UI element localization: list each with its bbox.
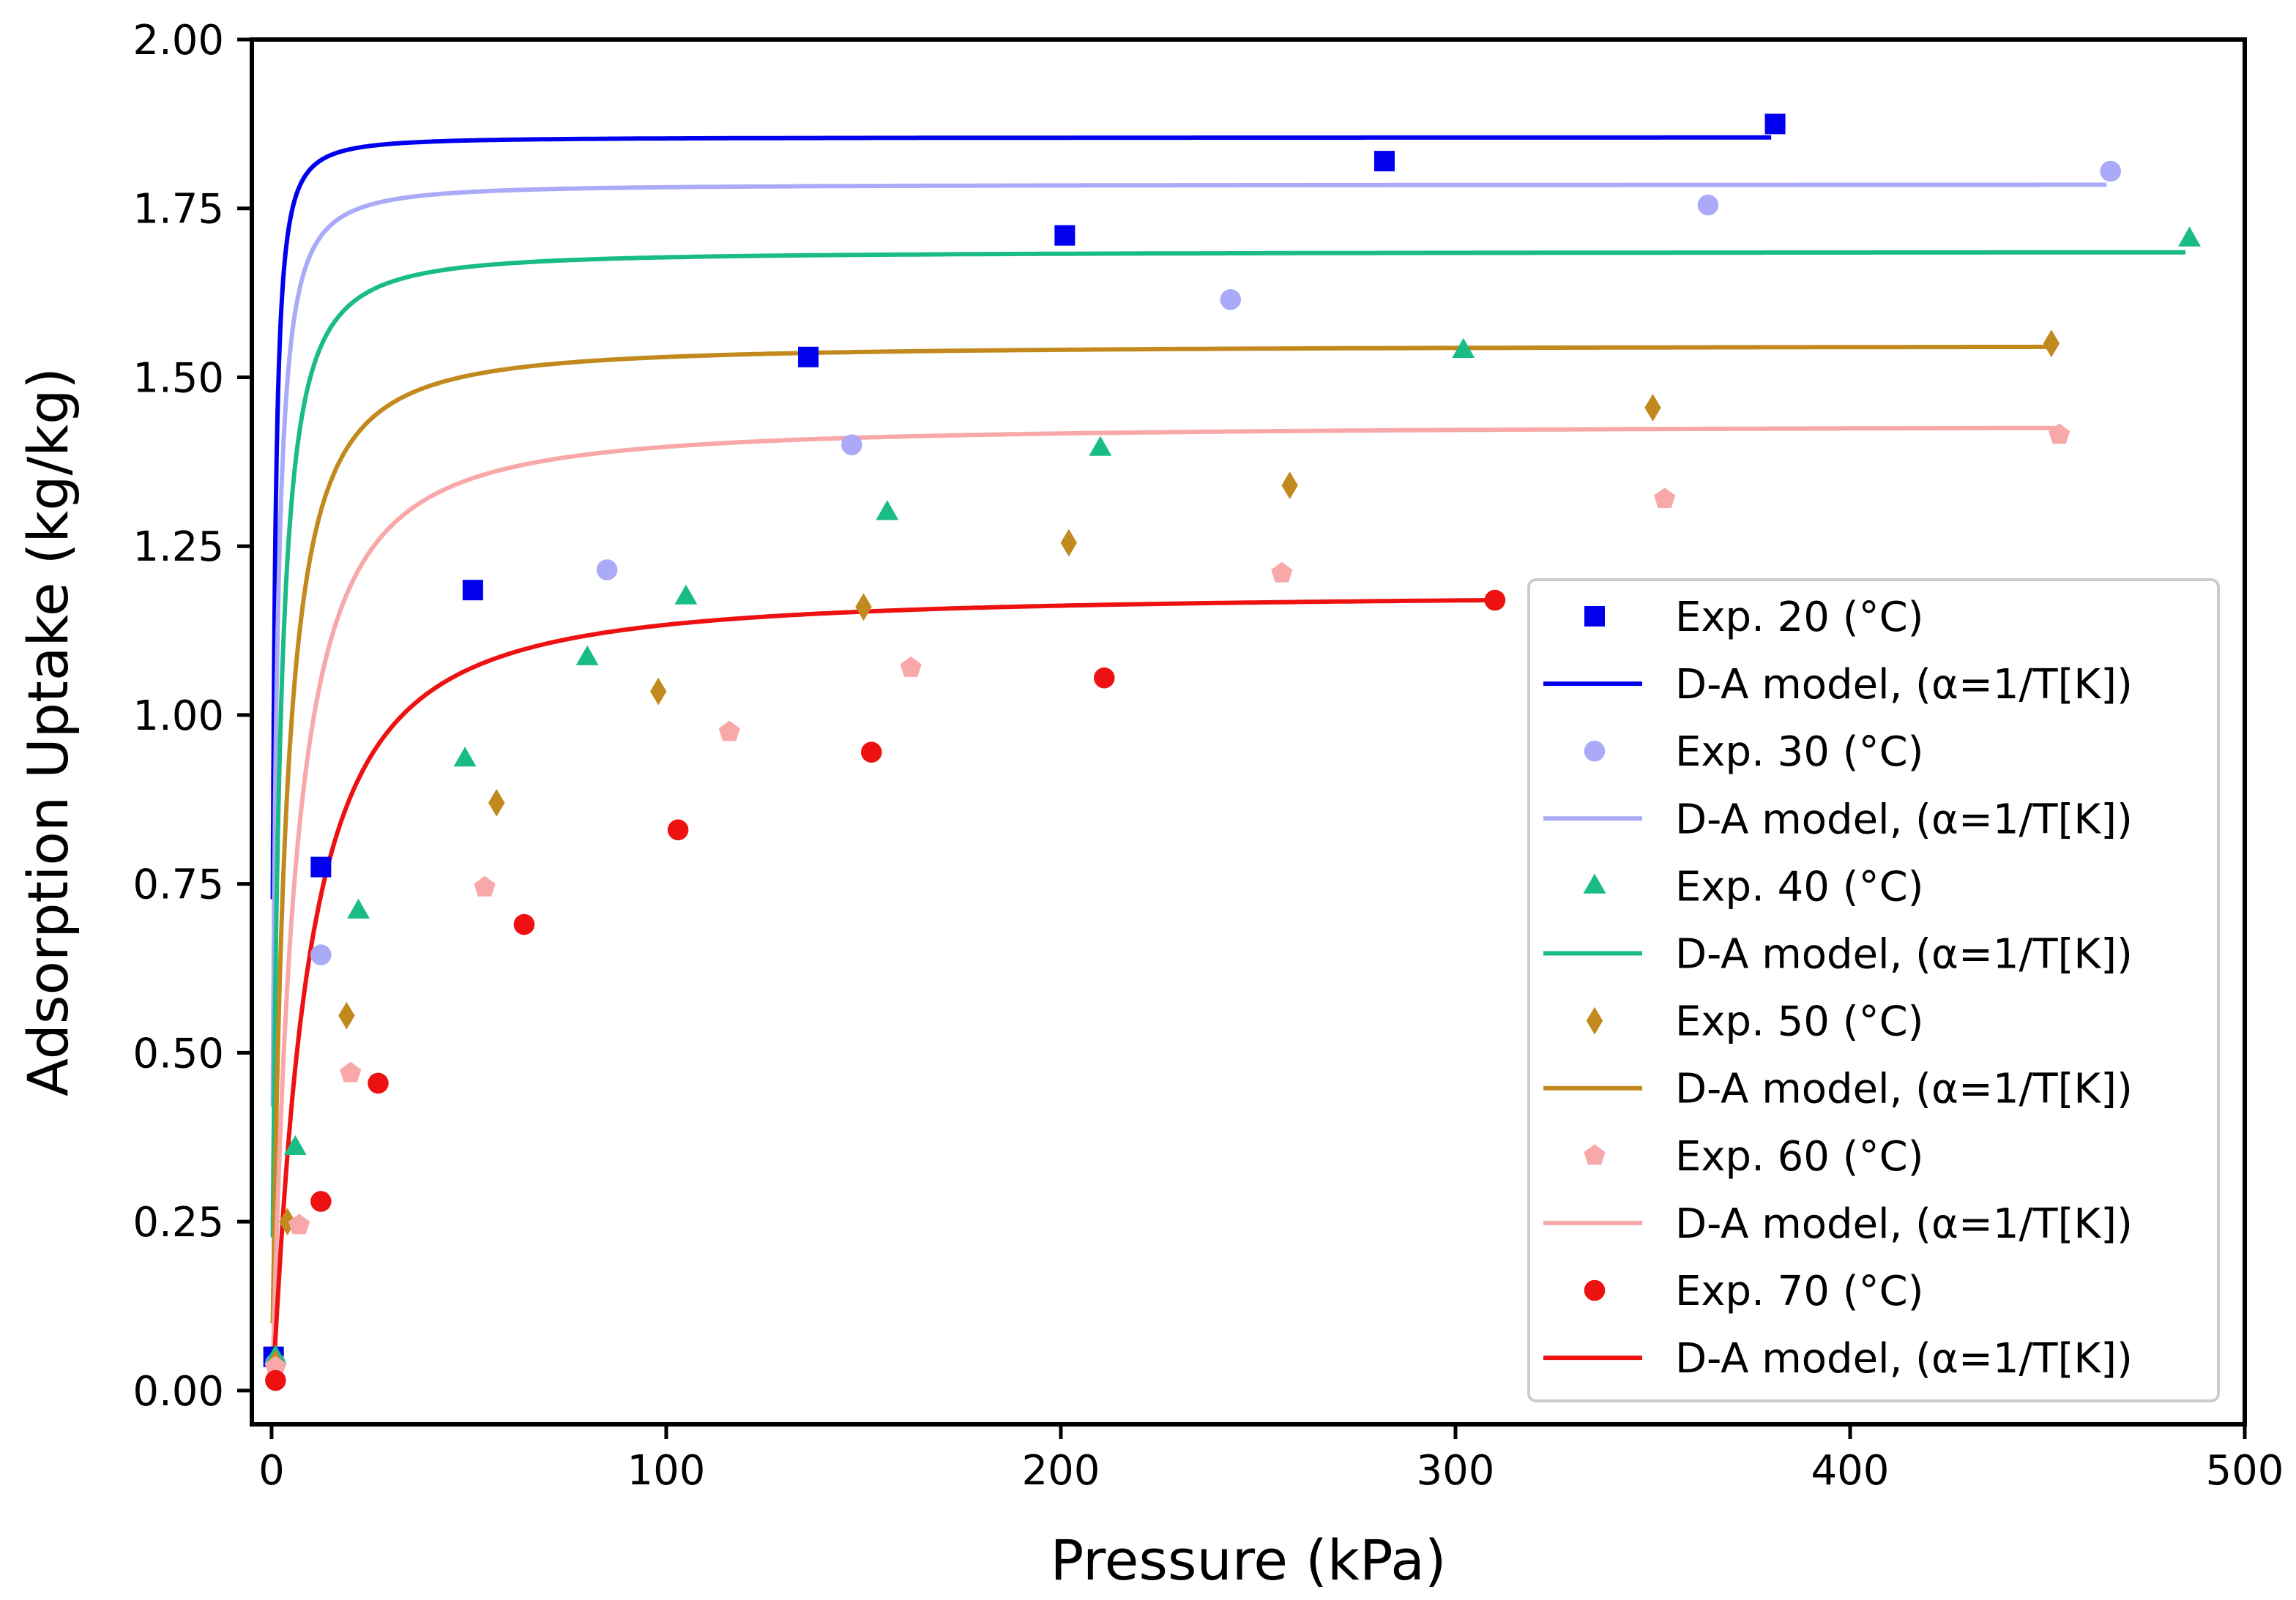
model-curve-9 xyxy=(270,425,2056,1366)
data-point-8-6 xyxy=(1271,561,1293,583)
model-curve-1 xyxy=(270,135,1772,901)
data-point-10-2 xyxy=(368,1072,389,1094)
data-point-0-6 xyxy=(1764,113,1786,135)
x-tick-label-4: 400 xyxy=(1811,1447,1890,1495)
model-curve-5 xyxy=(270,250,2186,1239)
data-point-4-9 xyxy=(2178,226,2201,247)
legend-label-10: Exp. 70 (°C) xyxy=(1675,1268,1924,1315)
axes: 0 100 200 300 400 500 0.00 0.25 0.50 0.75 1.00 1.25… xyxy=(133,17,2284,1495)
data-point-6-9 xyxy=(2043,329,2060,358)
data-point-6-5 xyxy=(855,593,872,621)
data-point-0-5 xyxy=(1374,151,1395,172)
x-tick-label-1: 100 xyxy=(627,1447,706,1495)
data-point-6-3 xyxy=(488,789,505,817)
data-point-8-5 xyxy=(900,656,922,677)
data-point-0-3 xyxy=(798,346,819,367)
legend-marker-8 xyxy=(1584,1144,1606,1165)
data-point-4-7 xyxy=(1089,435,1112,456)
data-point-4-1 xyxy=(283,1134,307,1155)
data-point-10-0 xyxy=(265,1369,286,1391)
x-tick-label-0: 0 xyxy=(258,1447,285,1495)
data-point-8-0 xyxy=(264,1356,286,1376)
legend-marker-6 xyxy=(1586,1006,1603,1035)
data-point-0-4 xyxy=(1054,225,1076,246)
y-tick-label-6: 1.50 xyxy=(133,354,224,402)
data-point-2-3 xyxy=(841,434,862,456)
data-point-6-1 xyxy=(279,1208,296,1235)
data-point-6-8 xyxy=(1644,394,1661,422)
legend-label-8: Exp. 60 (°C) xyxy=(1675,1133,1924,1181)
y-tick-label-7: 1.75 xyxy=(133,186,224,233)
data-point-4-5 xyxy=(674,584,698,605)
legend-marker-2 xyxy=(1584,740,1606,762)
y-tick-label-0: 0.00 xyxy=(133,1368,224,1416)
legend-label-11: D-A model, (α=1/T[K]) xyxy=(1675,1335,2133,1383)
legend-label-1: D-A model, (α=1/T[K]) xyxy=(1675,661,2133,709)
legend-label-0: Exp. 20 (°C) xyxy=(1675,594,1924,641)
data-point-10-6 xyxy=(1093,667,1115,689)
data-point-2-2 xyxy=(596,559,618,580)
data-point-10-4 xyxy=(667,819,689,841)
data-point-8-3 xyxy=(474,875,496,897)
data-point-4-3 xyxy=(453,747,477,767)
data-point-0-1 xyxy=(310,856,332,878)
data-point-2-5 xyxy=(1697,194,1719,216)
y-axis-title: Adsorption Uptake (kg/kg) xyxy=(15,367,81,1096)
y-tick-label-4: 1.00 xyxy=(133,692,224,740)
data-point-10-3 xyxy=(513,913,535,935)
y-tick-label-5: 1.25 xyxy=(133,523,224,571)
data-point-8-7 xyxy=(1654,487,1676,508)
y-tick-label-3: 0.75 xyxy=(133,861,224,909)
model-curve-11 xyxy=(270,598,1488,1383)
x-axis-title: Pressure (kPa) xyxy=(1051,1528,1447,1593)
legend-label-2: Exp. 30 (°C) xyxy=(1675,728,1924,776)
data-point-4-2 xyxy=(347,898,370,919)
data-point-8-1 xyxy=(288,1214,310,1235)
legend-label-6: Exp. 50 (°C) xyxy=(1675,998,1924,1046)
data-point-6-2 xyxy=(338,1001,355,1030)
legend-label-9: D-A model, (α=1/T[K]) xyxy=(1675,1200,2133,1248)
data-point-0-2 xyxy=(462,580,483,601)
x-tick-label-3: 300 xyxy=(1417,1447,1495,1495)
data-point-8-2 xyxy=(340,1061,362,1083)
data-point-4-8 xyxy=(1452,337,1475,358)
data-point-10-7 xyxy=(1484,589,1506,611)
data-point-8-8 xyxy=(2049,423,2070,444)
data-point-10-1 xyxy=(310,1191,332,1212)
plot-area xyxy=(263,113,2201,1391)
y-tick-label-8: 2.00 xyxy=(133,17,224,64)
data-point-8-4 xyxy=(718,720,740,741)
legend-label-5: D-A model, (α=1/T[K]) xyxy=(1675,931,2133,979)
model-curve-3 xyxy=(270,182,2107,1108)
data-point-6-4 xyxy=(650,677,667,706)
data-point-2-6 xyxy=(2100,160,2122,182)
legend: Exp. 20 (°C) D-A model, (α=1/T[K]) Exp. 3… xyxy=(1527,578,2220,1402)
legend-label-3: D-A model, (α=1/T[K]) xyxy=(1675,796,2133,843)
legend-label-7: D-A model, (α=1/T[K]) xyxy=(1675,1066,2133,1113)
y-tick-label-2: 0.50 xyxy=(133,1030,224,1077)
data-point-4-4 xyxy=(575,645,599,665)
plot-frame xyxy=(250,37,2247,1427)
y-tick-label-1: 0.25 xyxy=(133,1199,224,1246)
data-point-2-4 xyxy=(1220,289,1242,310)
data-point-10-5 xyxy=(860,741,882,763)
data-point-4-6 xyxy=(876,500,899,520)
legend-marker-0 xyxy=(1584,606,1605,627)
legend-marker-10 xyxy=(1584,1279,1606,1301)
data-point-6-6 xyxy=(1060,528,1077,557)
legend-box xyxy=(1527,578,2220,1402)
data-point-2-1 xyxy=(310,944,332,965)
x-tick-label-2: 200 xyxy=(1022,1447,1100,1495)
legend-label-4: Exp. 40 (°C) xyxy=(1675,863,1924,911)
x-tick-label-5: 500 xyxy=(2206,1447,2284,1495)
plot-series xyxy=(263,113,2201,1391)
data-point-6-7 xyxy=(1281,471,1298,499)
legend-marker-4 xyxy=(1583,873,1606,894)
